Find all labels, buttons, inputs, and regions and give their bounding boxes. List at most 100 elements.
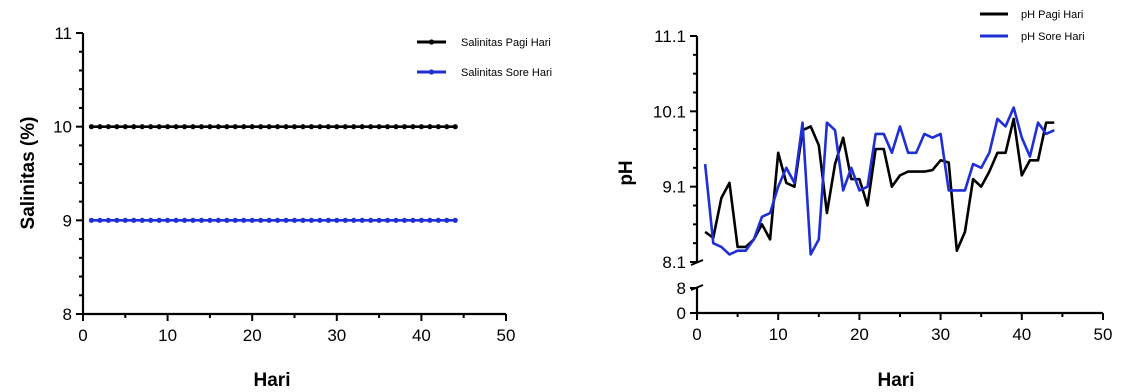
data-point bbox=[122, 124, 128, 130]
series-line bbox=[703, 106, 1055, 256]
data-point bbox=[215, 124, 221, 130]
data-point bbox=[435, 217, 441, 223]
legend-label: pH Pagi Hari bbox=[1021, 9, 1083, 21]
data-point bbox=[393, 217, 399, 223]
data-point bbox=[156, 217, 162, 223]
data-point bbox=[435, 124, 441, 130]
x-tick-label: 50 bbox=[1094, 325, 1113, 344]
data-point bbox=[198, 217, 205, 223]
data-point bbox=[232, 217, 238, 223]
x-tick-label: 10 bbox=[769, 325, 788, 344]
data-point bbox=[444, 124, 450, 130]
salinity-chart: 0 10 20 30 40 50 8 9 10 11 Hari Salinitas (%) Salini… bbox=[18, 24, 552, 391]
data-point bbox=[232, 124, 238, 130]
data-point bbox=[401, 124, 408, 130]
data-point bbox=[88, 217, 95, 223]
x-tick-label: 0 bbox=[78, 326, 87, 345]
data-point bbox=[410, 217, 416, 223]
data-point bbox=[215, 217, 221, 223]
x-tick-label: 20 bbox=[850, 325, 869, 344]
data-point bbox=[114, 124, 120, 130]
data-point bbox=[393, 124, 399, 130]
data-point bbox=[114, 217, 120, 223]
data-point bbox=[368, 124, 374, 130]
x-axis-title: Hari bbox=[254, 370, 291, 391]
x-tick-label: 50 bbox=[497, 326, 516, 345]
axis-break-mark bbox=[690, 259, 704, 266]
data-point bbox=[139, 217, 145, 223]
data-point bbox=[376, 124, 382, 130]
y-tick-label: 8.1 bbox=[662, 253, 686, 272]
data-point bbox=[317, 124, 323, 130]
data-point bbox=[291, 217, 298, 223]
data-point bbox=[359, 217, 365, 223]
data-point bbox=[97, 124, 103, 130]
y-axis-title: Salinitas (%) bbox=[18, 117, 39, 230]
data-point bbox=[291, 124, 298, 130]
y-tick-label: 11 bbox=[54, 24, 72, 43]
data-point bbox=[105, 124, 111, 130]
data-point bbox=[359, 124, 365, 130]
data-point bbox=[165, 124, 171, 130]
data-point bbox=[452, 124, 458, 130]
legend-marker bbox=[428, 69, 435, 75]
x-axis-title: Hari bbox=[878, 370, 915, 391]
data-point bbox=[384, 124, 391, 130]
legend-label: pH Sore Hari bbox=[1021, 31, 1085, 43]
x-tick-label: 40 bbox=[412, 326, 431, 345]
data-point bbox=[249, 217, 255, 223]
y-axis-title: pH bbox=[616, 160, 637, 185]
data-point bbox=[452, 217, 458, 223]
y-tick-label: 10.1 bbox=[653, 102, 686, 121]
data-point bbox=[401, 217, 408, 223]
data-point bbox=[368, 217, 374, 223]
data-point bbox=[266, 124, 272, 130]
data-point bbox=[241, 124, 247, 130]
data-point bbox=[224, 124, 230, 130]
data-point bbox=[342, 217, 348, 223]
data-point bbox=[308, 124, 315, 130]
data-point bbox=[258, 124, 264, 130]
y-tick-label: 9.1 bbox=[662, 178, 686, 197]
data-point bbox=[148, 124, 154, 130]
data-point bbox=[181, 217, 188, 223]
x-tick-label: 10 bbox=[158, 326, 177, 345]
data-point bbox=[444, 217, 450, 223]
legend-marker bbox=[428, 39, 435, 45]
data-point bbox=[274, 217, 281, 223]
data-point bbox=[131, 217, 137, 223]
data-point bbox=[258, 217, 264, 223]
data-point bbox=[190, 124, 196, 130]
data-point bbox=[88, 124, 95, 130]
data-point bbox=[418, 217, 424, 223]
data-point bbox=[207, 124, 213, 130]
data-point bbox=[249, 124, 255, 130]
axis-break-mark bbox=[690, 284, 704, 291]
ph-chart: 0 10 20 30 40 50 8.1 9.1 10.1 11.1 0 8 Hari pH pH Pagi… bbox=[616, 9, 1112, 391]
data-point bbox=[300, 124, 306, 130]
data-point bbox=[342, 124, 348, 130]
data-point bbox=[351, 124, 357, 130]
data-point bbox=[131, 124, 137, 130]
y-tick-label: 10 bbox=[53, 118, 72, 137]
data-point bbox=[207, 217, 213, 223]
data-point bbox=[283, 217, 289, 223]
x-tick-label: 20 bbox=[243, 326, 262, 345]
x-tick-label: 40 bbox=[1012, 325, 1031, 344]
data-point bbox=[427, 124, 433, 130]
data-point bbox=[427, 217, 433, 223]
legend-label: Salinitas Sore Hari bbox=[461, 67, 552, 79]
data-point bbox=[173, 124, 179, 130]
data-point bbox=[274, 124, 281, 130]
data-point bbox=[173, 217, 179, 223]
x-tick-label: 0 bbox=[692, 325, 701, 344]
data-point bbox=[139, 124, 145, 130]
data-point bbox=[198, 124, 205, 130]
data-point bbox=[351, 217, 357, 223]
data-point bbox=[418, 124, 424, 130]
data-point bbox=[224, 217, 230, 223]
y-tick-label: 11.1 bbox=[654, 27, 686, 46]
data-point bbox=[105, 217, 111, 223]
data-point bbox=[122, 217, 128, 223]
